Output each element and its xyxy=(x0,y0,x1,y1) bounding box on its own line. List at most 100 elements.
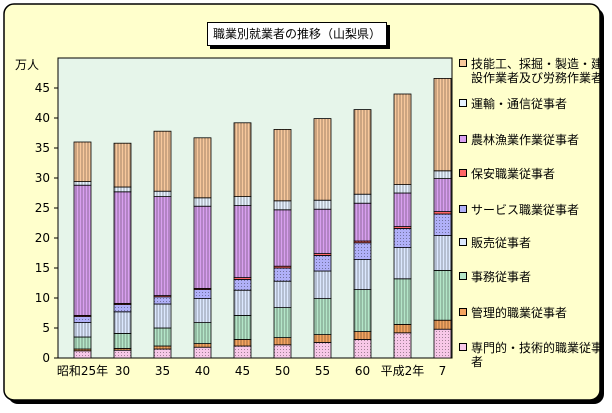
bar-segment-pattern xyxy=(274,337,291,345)
legend-swatch xyxy=(459,169,467,177)
y-unit-label: 万人 xyxy=(15,58,40,72)
bar-segment-pattern xyxy=(434,329,451,358)
bar-segment-pattern xyxy=(234,205,251,278)
bar-segment-pattern xyxy=(394,228,411,248)
bar-segment-pattern xyxy=(234,346,251,358)
legend-label: 技能工、採掘・製造・建設作業者及び労務作業者 xyxy=(471,57,604,85)
bar-segment-pattern xyxy=(314,342,331,358)
bar-segment-pattern xyxy=(394,278,411,325)
y-tick-label: 40 xyxy=(35,111,50,125)
bar-segment-pattern xyxy=(394,94,411,185)
legend-label: 販売従事者 xyxy=(471,236,532,250)
chart-panel: 0 5 10 15 20 25 30 35 40 45 昭和25年 30 35 40 45 50 55 60 平成… xyxy=(3,3,605,405)
bar-segment-pattern xyxy=(434,270,451,321)
y-tick-label: 25 xyxy=(35,201,50,215)
bar-segment-pattern xyxy=(194,288,211,290)
bar-segment-pattern xyxy=(354,109,371,195)
bar-segment-pattern xyxy=(194,343,211,348)
chart-svg: 0 5 10 15 20 25 30 35 40 45 昭和25年 30 35 40 45 50 55 60 平成… xyxy=(3,3,604,404)
x-tick-label: 35 xyxy=(155,364,170,378)
chart-title: 職業別就業者の推移（山梨県） xyxy=(207,22,387,46)
bar-segment-pattern xyxy=(154,295,171,297)
bar-segment-pattern xyxy=(194,137,211,198)
bar-segment-pattern xyxy=(274,307,291,338)
legend-label: 専門的・技術的職業従事者 xyxy=(471,341,604,369)
bar-segment-pattern xyxy=(154,328,171,346)
bar-segment-pattern xyxy=(434,178,451,212)
legend-label: 保安職業従事者 xyxy=(471,167,556,181)
bar-segment-pattern xyxy=(274,281,291,308)
bar-segment-pattern xyxy=(74,315,91,317)
bar-segment-pattern xyxy=(394,332,411,358)
bar-segment-pattern xyxy=(314,298,331,335)
bar-segment-pattern xyxy=(114,191,131,304)
y-tick-label: 10 xyxy=(35,291,50,305)
bar-segment-pattern xyxy=(74,350,91,358)
bar-segment-pattern xyxy=(394,184,411,193)
legend-label: 事務従事者 xyxy=(471,270,532,284)
legend-label: 農林漁業作業従事者 xyxy=(471,133,580,147)
y-tick-label: 45 xyxy=(35,81,50,95)
x-tick-label: 60 xyxy=(355,364,370,378)
y-tick-label: 5 xyxy=(42,321,50,335)
bar-segment-pattern xyxy=(194,197,211,207)
bar-segment-pattern xyxy=(274,129,291,201)
bar-segment-pattern xyxy=(114,304,131,312)
x-tick-label: 45 xyxy=(235,364,250,378)
bar-segment-pattern xyxy=(314,271,331,299)
bar-segment-pattern xyxy=(114,348,131,351)
x-tick-label: 30 xyxy=(115,364,130,378)
bar-segment-pattern xyxy=(154,131,171,192)
bar-segment-pattern xyxy=(74,316,91,323)
bar-segment-pattern xyxy=(354,339,371,358)
x-tick-label: 50 xyxy=(275,364,290,378)
bar-segment-pattern xyxy=(314,334,331,343)
bar-segment-pattern xyxy=(74,181,91,186)
bar-segment-pattern xyxy=(274,200,291,210)
bar-segment-pattern xyxy=(194,289,211,299)
bar-segment-pattern xyxy=(154,346,171,349)
bar-segment-pattern xyxy=(314,200,331,210)
y-tick-label: 20 xyxy=(35,231,50,245)
bar-segment-pattern xyxy=(314,118,331,201)
legend-label: 運輸・通信従事者 xyxy=(471,97,568,111)
legend-swatch xyxy=(459,59,467,67)
bar-segment-pattern xyxy=(354,241,371,243)
bar-segment-pattern xyxy=(274,268,291,282)
y-tick-label: 30 xyxy=(35,171,50,185)
bar-segment-pattern xyxy=(434,170,451,179)
bar-segment-pattern xyxy=(74,337,91,349)
y-tick-label: 15 xyxy=(35,261,50,275)
x-tick-label: 平成2年 xyxy=(381,364,425,378)
bar-segment-pattern xyxy=(74,349,91,351)
bar-segment-pattern xyxy=(194,322,211,344)
bar-segment-pattern xyxy=(194,206,211,289)
bar-segment-pattern xyxy=(394,247,411,279)
bar-segment-pattern xyxy=(234,339,251,346)
x-tick-label: 昭和25年 xyxy=(57,364,108,378)
bar-segment-pattern xyxy=(434,214,451,236)
bar-segment-pattern xyxy=(434,211,451,214)
bar-segment-pattern xyxy=(234,290,251,316)
bar-segment-pattern xyxy=(114,303,131,305)
bar-segment-pattern xyxy=(114,333,131,349)
bar-segment-pattern xyxy=(114,143,131,187)
bar-segment-pattern xyxy=(394,193,411,227)
bar-segment-pattern xyxy=(114,187,131,192)
bar-segment-pattern xyxy=(74,322,91,337)
bar-segment-pattern xyxy=(354,289,371,332)
bar-segment-pattern xyxy=(314,253,331,256)
bar-segment-pattern xyxy=(234,277,251,280)
bar-segment-pattern xyxy=(154,349,171,358)
bar-segment-pattern xyxy=(314,209,331,254)
bar-segment-pattern xyxy=(74,185,91,316)
legend-swatch xyxy=(459,343,467,351)
legend-swatch xyxy=(459,308,467,316)
x-tick-label: 7 xyxy=(439,364,447,378)
bar-segment-pattern xyxy=(194,298,211,323)
bar-segment-pattern xyxy=(394,324,411,333)
bar-segment-pattern xyxy=(434,78,451,171)
legend-swatch xyxy=(459,205,467,213)
bar-segment-pattern xyxy=(354,331,371,340)
legend-swatch xyxy=(459,99,467,107)
